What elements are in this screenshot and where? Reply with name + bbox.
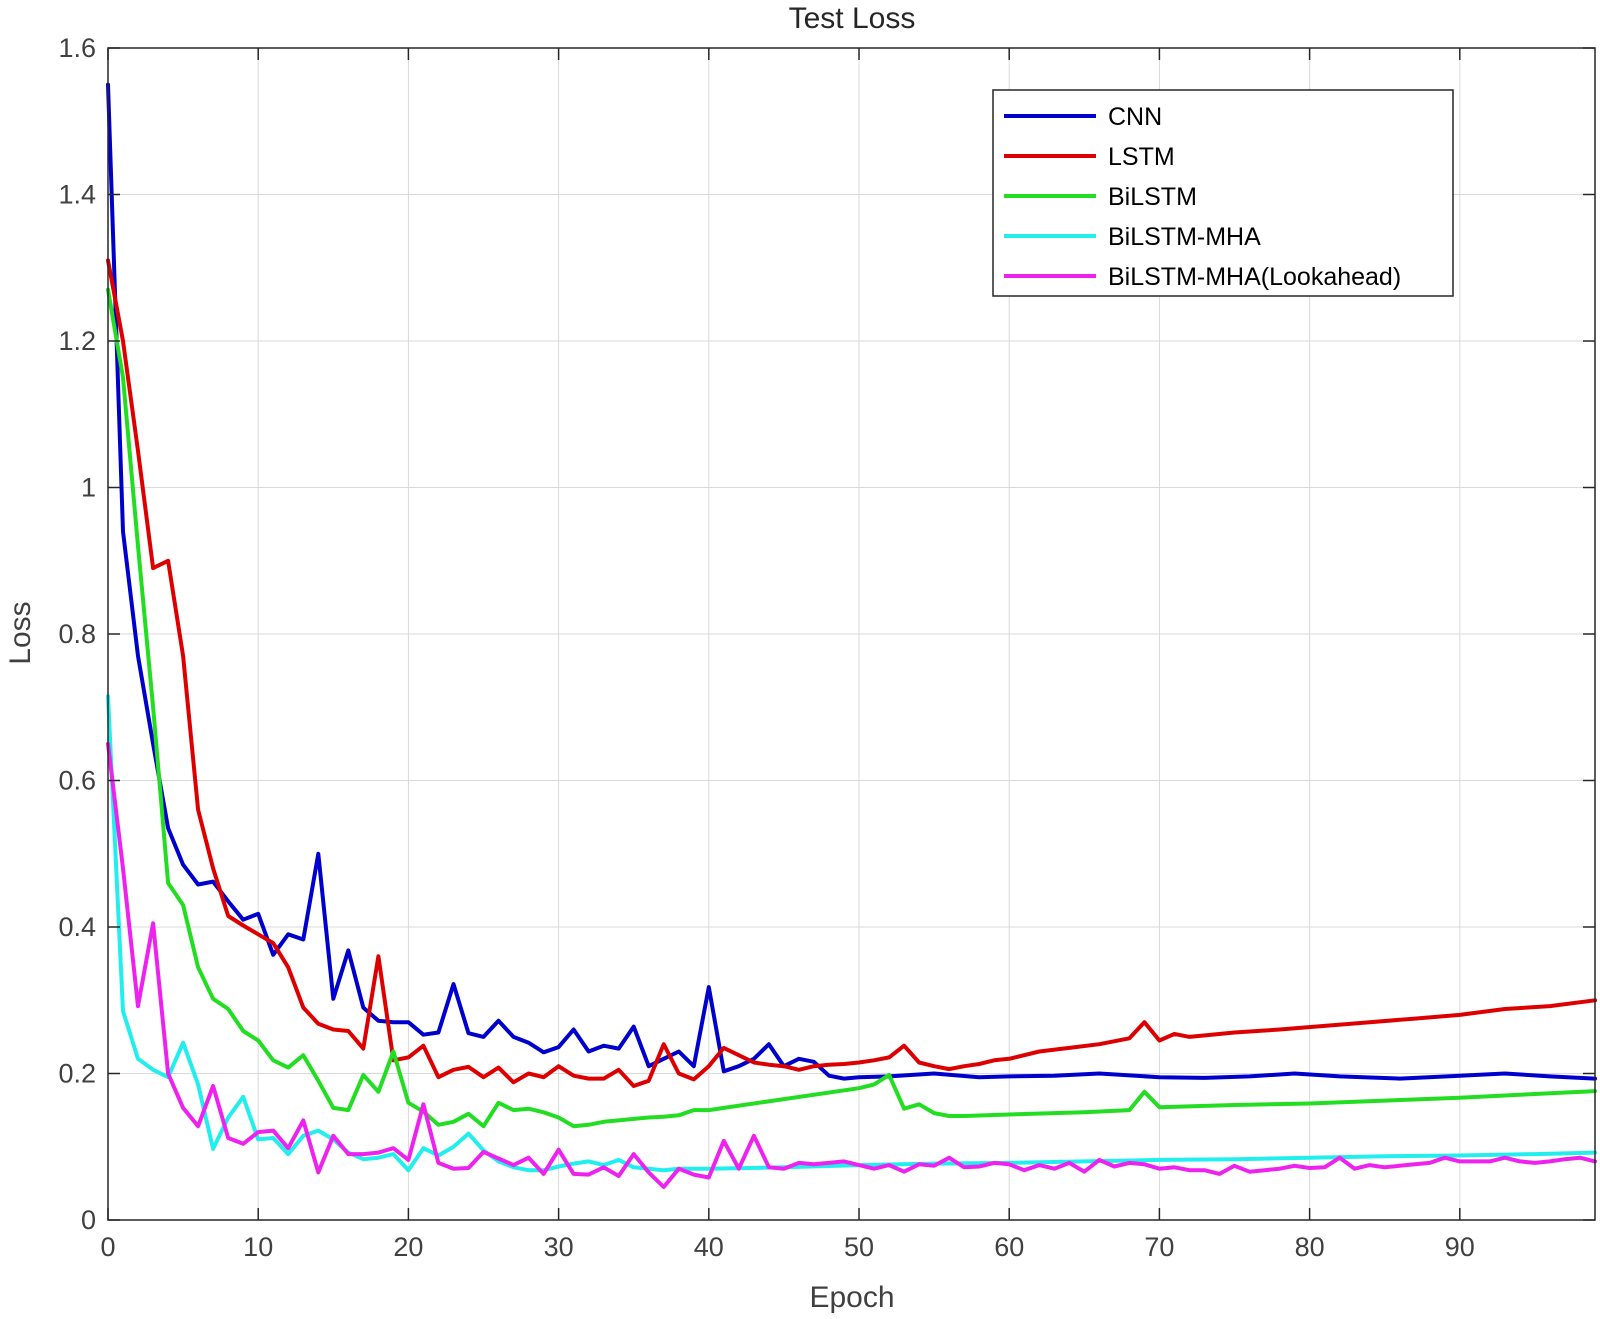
- x-tick-label: 60: [994, 1232, 1024, 1262]
- legend-label: LSTM: [1108, 143, 1175, 171]
- y-tick-label: 1: [81, 473, 96, 503]
- y-axis-label: Loss: [4, 601, 37, 664]
- x-tick-label: 70: [1144, 1232, 1174, 1262]
- series-line-lstm: [106, 258, 1597, 1088]
- x-tick-label: 40: [694, 1232, 724, 1262]
- legend-label: BiLSTM: [1108, 183, 1197, 211]
- legend-box: [992, 89, 1454, 297]
- y-tick-label: 1.2: [58, 326, 96, 356]
- series-line-bilstm: [106, 287, 1597, 1129]
- y-tick-label: 1.6: [58, 33, 96, 63]
- series-layer: [106, 82, 1597, 1189]
- x-tick-label: 10: [243, 1232, 273, 1262]
- x-tick-label: 90: [1445, 1232, 1475, 1262]
- series-line-cnn: [106, 82, 1597, 1081]
- y-tick-label: 0: [81, 1205, 96, 1235]
- x-tick-label: 80: [1295, 1232, 1325, 1262]
- legend-label: CNN: [1108, 103, 1162, 131]
- legend: CNN LSTM BiLSTM BiLSTM-MHA BiLSTM-MHA(Lookah…: [992, 89, 1454, 297]
- legend-label: BiLSTM-MHA: [1108, 223, 1261, 251]
- legend-label: BiLSTM-MHA(Lookahead): [1108, 263, 1401, 291]
- x-axis: 0 10 20 30 40 50 60 70 80 90: [100, 48, 1475, 1262]
- chart-title: Test Loss: [789, 2, 916, 35]
- series-line-bilstm-mha-lookahead: [106, 741, 1597, 1189]
- y-axis: 0 0.2 0.4 0.6 0.8 1 1.2 1.4 1.6: [58, 33, 1595, 1235]
- x-tick-label: 20: [393, 1232, 423, 1262]
- x-tick-label: 0: [100, 1232, 115, 1262]
- y-tick-label: 0.8: [58, 619, 96, 649]
- y-tick-label: 1.4: [58, 180, 96, 210]
- y-tick-label: 0.4: [58, 912, 96, 942]
- y-tick-label: 0.2: [58, 1059, 96, 1089]
- x-tick-label: 50: [844, 1232, 874, 1262]
- y-tick-label: 0.6: [58, 766, 96, 796]
- x-tick-label: 30: [544, 1232, 574, 1262]
- x-axis-label: Epoch: [809, 1281, 894, 1314]
